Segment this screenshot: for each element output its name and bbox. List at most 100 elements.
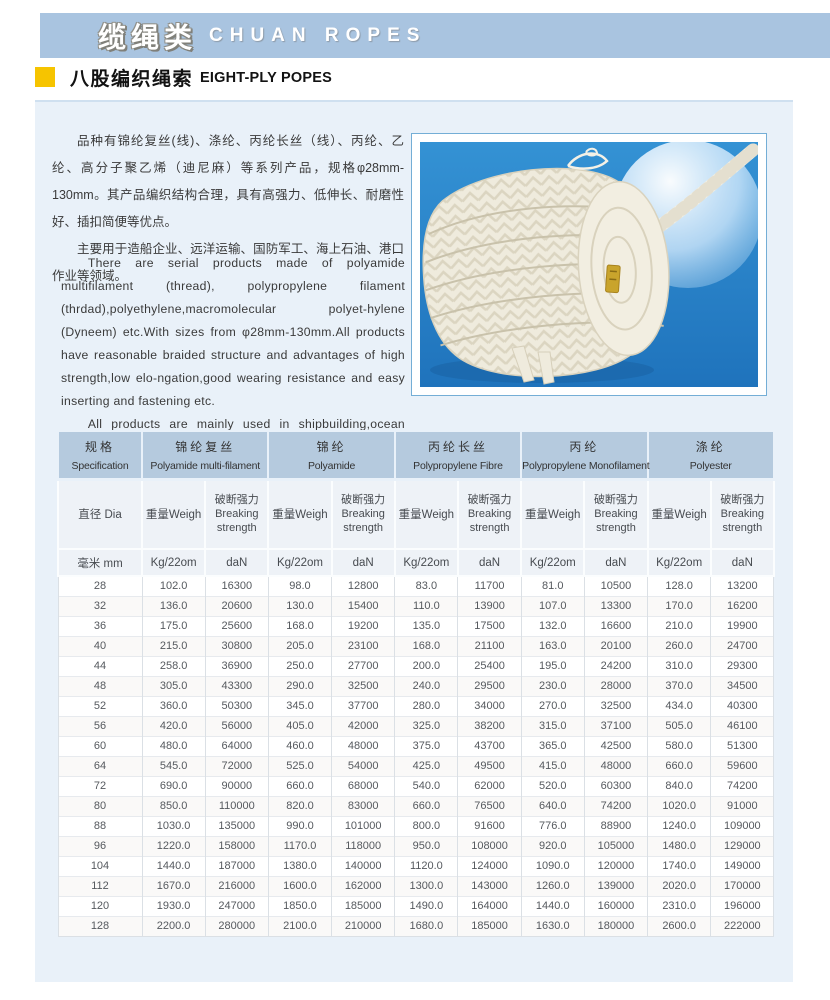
cell-value: 16200 — [710, 595, 775, 616]
unit-mm: 毫米 mm — [57, 548, 143, 577]
cell-value: 290.0 — [267, 675, 333, 696]
cell-diameter: 96 — [57, 835, 143, 856]
cell-value: 240.0 — [394, 675, 459, 696]
cell-value: 1120.0 — [394, 855, 459, 876]
cell-value: 136.0 — [141, 595, 206, 616]
unit-strength: daN — [456, 548, 523, 577]
cell-value: 820.0 — [267, 795, 333, 816]
cell-value: 37100 — [583, 715, 649, 736]
cell-value: 270.0 — [520, 695, 585, 716]
cell-value: 1260.0 — [520, 875, 585, 896]
cell-value: 1090.0 — [520, 855, 585, 876]
cell-value: 415.0 — [520, 755, 585, 776]
cell-diameter: 128 — [57, 915, 143, 937]
cell-value: 315.0 — [520, 715, 585, 736]
cell-value: 800.0 — [394, 815, 459, 836]
cell-value: 30800 — [204, 635, 269, 656]
col-weight: 重量Weigh — [646, 478, 712, 550]
cell-value: 37700 — [331, 695, 396, 716]
cell-value: 20100 — [583, 635, 649, 656]
cell-value: 434.0 — [647, 695, 712, 716]
section-title-zh: 八股编织绳索 — [70, 68, 194, 90]
cell-value: 135.0 — [394, 615, 459, 636]
cell-value: 545.0 — [141, 755, 206, 776]
cell-value: 40300 — [710, 695, 775, 716]
cell-value: 118000 — [331, 835, 396, 856]
col-breaking-strength: 破断强力 Breaking strength — [456, 478, 523, 550]
cell-value: 88900 — [583, 815, 649, 836]
bullet-square-icon — [35, 67, 55, 87]
cell-diameter: 72 — [57, 775, 143, 796]
intro-chinese: 品种有锦纶复丝(线)、涤纶、丙纶长丝（线）、丙纶、乙纶、高分子聚乙烯（迪尼麻）等… — [52, 128, 404, 290]
cell-value: 105000 — [583, 835, 649, 856]
cell-value: 83.0 — [394, 575, 459, 596]
cell-value: 11700 — [457, 575, 522, 596]
cell-diameter: 28 — [57, 575, 143, 596]
cell-value: 32500 — [583, 695, 649, 716]
cell-diameter: 80 — [57, 795, 143, 816]
cell-value: 16300 — [204, 575, 269, 596]
group-header-row: 规格 Specification 锦纶复丝 Polyamide multi-fi… — [57, 430, 775, 481]
table-row: 120 1930.0 247000 1850.0 185000 1490.0 164000 1… — [57, 895, 775, 916]
cell-value: 13300 — [583, 595, 649, 616]
cell-value: 32500 — [331, 675, 396, 696]
col-breaking-strength: 破断强力 Breaking strength — [583, 478, 649, 550]
cell-value: 425.0 — [394, 755, 459, 776]
cell-value: 375.0 — [394, 735, 459, 756]
col-group-polyamide: 锦纶 Polyamide — [267, 430, 396, 481]
cell-value: 140000 — [331, 855, 396, 876]
cell-value: 27700 — [331, 655, 396, 676]
table-row: 104 1440.0 187000 1380.0 140000 1120.0 124000 1… — [57, 855, 775, 876]
unit-weight: Kg/22om — [520, 548, 586, 577]
cell-value: 1220.0 — [141, 835, 206, 856]
cell-value: 24200 — [583, 655, 649, 676]
cell-value: 15400 — [331, 595, 396, 616]
cell-value: 91000 — [710, 795, 775, 816]
cell-value: 310.0 — [647, 655, 712, 676]
intro-en-paragraph: There are serial products made of polyam… — [61, 256, 405, 408]
page-title-en: CHUAN ROPES — [209, 24, 427, 46]
cell-value: 210000 — [331, 915, 396, 937]
cell-value: 1630.0 — [520, 915, 585, 937]
cell-value: 76500 — [457, 795, 522, 816]
cell-value: 62000 — [457, 775, 522, 796]
table-row: 60 480.0 64000 460.0 48000 375.0 43700 365.0 425… — [57, 735, 775, 756]
cell-value: 48000 — [583, 755, 649, 776]
cell-value: 29300 — [710, 655, 775, 676]
cell-value: 460.0 — [267, 735, 333, 756]
cell-value: 48000 — [331, 735, 396, 756]
cell-value: 2200.0 — [141, 915, 206, 937]
col-weight: 重量Weigh — [520, 478, 586, 550]
cell-value: 160000 — [583, 895, 649, 916]
table-row: 48 305.0 43300 290.0 32500 240.0 29500 230.0 280… — [57, 675, 775, 696]
col-diameter: 直径 Dia — [57, 478, 143, 550]
cell-value: 990.0 — [267, 815, 333, 836]
cell-value: 505.0 — [647, 715, 712, 736]
cell-value: 520.0 — [520, 775, 585, 796]
cell-value: 196000 — [710, 895, 775, 916]
cell-value: 305.0 — [141, 675, 206, 696]
cell-value: 60300 — [583, 775, 649, 796]
cell-value: 149000 — [710, 855, 775, 876]
unit-strength: daN — [709, 548, 775, 577]
cell-value: 1850.0 — [267, 895, 333, 916]
cell-value: 64000 — [204, 735, 269, 756]
cell-value: 187000 — [204, 855, 269, 876]
cell-value: 68000 — [331, 775, 396, 796]
content-panel: 品种有锦纶复丝(线)、涤纶、丙纶长丝（线）、丙纶、乙纶、高分子聚乙烯（迪尼麻）等… — [35, 100, 793, 982]
cell-value: 168.0 — [267, 615, 333, 636]
rope-photo-image — [420, 142, 758, 387]
section-heading: 八股编织绳索 EIGHT-PLY POPES — [35, 63, 332, 91]
cell-value: 130.0 — [267, 595, 333, 616]
cell-value: 143000 — [457, 875, 522, 896]
cell-value: 164000 — [457, 895, 522, 916]
col-weight: 重量Weigh — [393, 478, 459, 550]
cell-value: 950.0 — [394, 835, 459, 856]
cell-value: 222000 — [710, 915, 775, 937]
col-breaking-strength: 破断强力 Breaking strength — [709, 478, 775, 550]
cell-diameter: 44 — [57, 655, 143, 676]
title-band: 缆绳类 CHUAN ROPES — [40, 13, 830, 58]
cell-value: 135000 — [204, 815, 269, 836]
sub-header-row: 直径 Dia 重量Weigh 破断强力 Breaking strength 重量… — [57, 478, 775, 550]
cell-value: 36900 — [204, 655, 269, 676]
